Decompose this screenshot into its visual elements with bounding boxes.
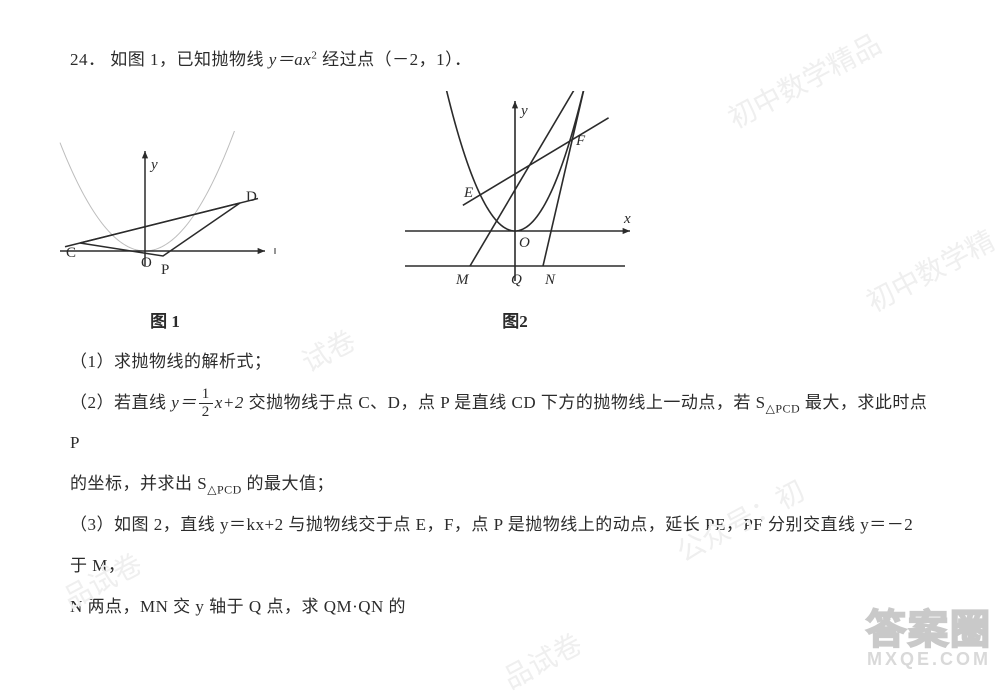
p2-eq-pre: y＝ xyxy=(171,393,197,412)
part-1: （1）求抛物线的解析式； xyxy=(70,342,930,383)
question-stem: 24． 如图 1，已知抛物线 y＝ax2 经过点（－2，1）． xyxy=(70,40,930,81)
p2-line2b: 的最大值； xyxy=(247,474,335,493)
svg-text:y: y xyxy=(149,157,158,173)
p2-tri2: △PCD xyxy=(207,483,242,497)
svg-text:Q: Q xyxy=(511,272,522,288)
question-number: 24． xyxy=(70,50,106,69)
stem-eq1: y＝ax xyxy=(269,50,312,69)
p2a: （2）若直线 xyxy=(70,393,171,412)
figure-2: yxPFEOMQN 图2 xyxy=(390,91,640,332)
svg-text:E: E xyxy=(463,185,473,201)
figure-1-caption: 图 1 xyxy=(150,307,180,332)
frac-n: 1 xyxy=(199,387,213,404)
p3a: （3）如图 2，直线 y＝kx+2 与抛物线交于点 E，F，点 P 是抛物线上的… xyxy=(70,515,913,575)
part-3-line2: N 两点，MN 交 y 轴于 Q 点，求 QM·QN 的 xyxy=(70,587,930,628)
svg-text:y: y xyxy=(519,103,528,119)
figure-2-caption: 图2 xyxy=(502,307,528,332)
stem-eq1-sup: 2 xyxy=(311,49,317,61)
p2-eq-post: x+2 xyxy=(215,393,244,412)
p3b: N 两点，MN 交 y 轴于 Q 点，求 QM·QN 的 xyxy=(70,597,406,616)
part-3-line1: （3）如图 2，直线 y＝kx+2 与抛物线交于点 E，F，点 P 是抛物线上的… xyxy=(70,505,930,587)
svg-text:O: O xyxy=(519,235,530,251)
fraction-half: 12 xyxy=(199,387,213,420)
svg-text:M: M xyxy=(455,272,470,288)
figure-1-svg: y C OP D xyxy=(50,131,280,301)
svg-text:N: N xyxy=(544,272,556,288)
svg-text:x: x xyxy=(623,211,631,227)
p2b: 交抛物线于点 C、D，点 P 是直线 CD 下方的抛物线上一动点，若 S xyxy=(249,393,766,412)
stem-pre: 如图 1，已知抛物线 xyxy=(110,50,269,69)
part1-text: （1）求抛物线的解析式； xyxy=(70,352,272,371)
part-2-line2: 的坐标，并求出 S△PCD 的最大值； xyxy=(70,464,930,505)
p2-line2a: 的坐标，并求出 S xyxy=(70,474,207,493)
p2-tri: △PCD xyxy=(766,401,801,415)
figures-row: y C OP D 图 1 y x P F E O M Q N 图2 xyxy=(50,91,930,332)
svg-text:D: D xyxy=(246,189,257,205)
stem-mid: 经过点（－2，1）． xyxy=(322,50,472,69)
svg-text:C: C xyxy=(66,245,76,261)
figure-2-svg: yxPFEOMQN xyxy=(390,91,640,301)
figure-1: y C OP D 图 1 xyxy=(50,131,280,332)
svg-text:O: O xyxy=(141,255,152,271)
frac-d: 2 xyxy=(199,404,213,420)
svg-text:F: F xyxy=(575,133,586,149)
svg-text:P: P xyxy=(161,262,169,278)
part-2-line1: （2）若直线 y＝12x+2 交抛物线于点 C、D，点 P 是直线 CD 下方的… xyxy=(70,383,930,465)
